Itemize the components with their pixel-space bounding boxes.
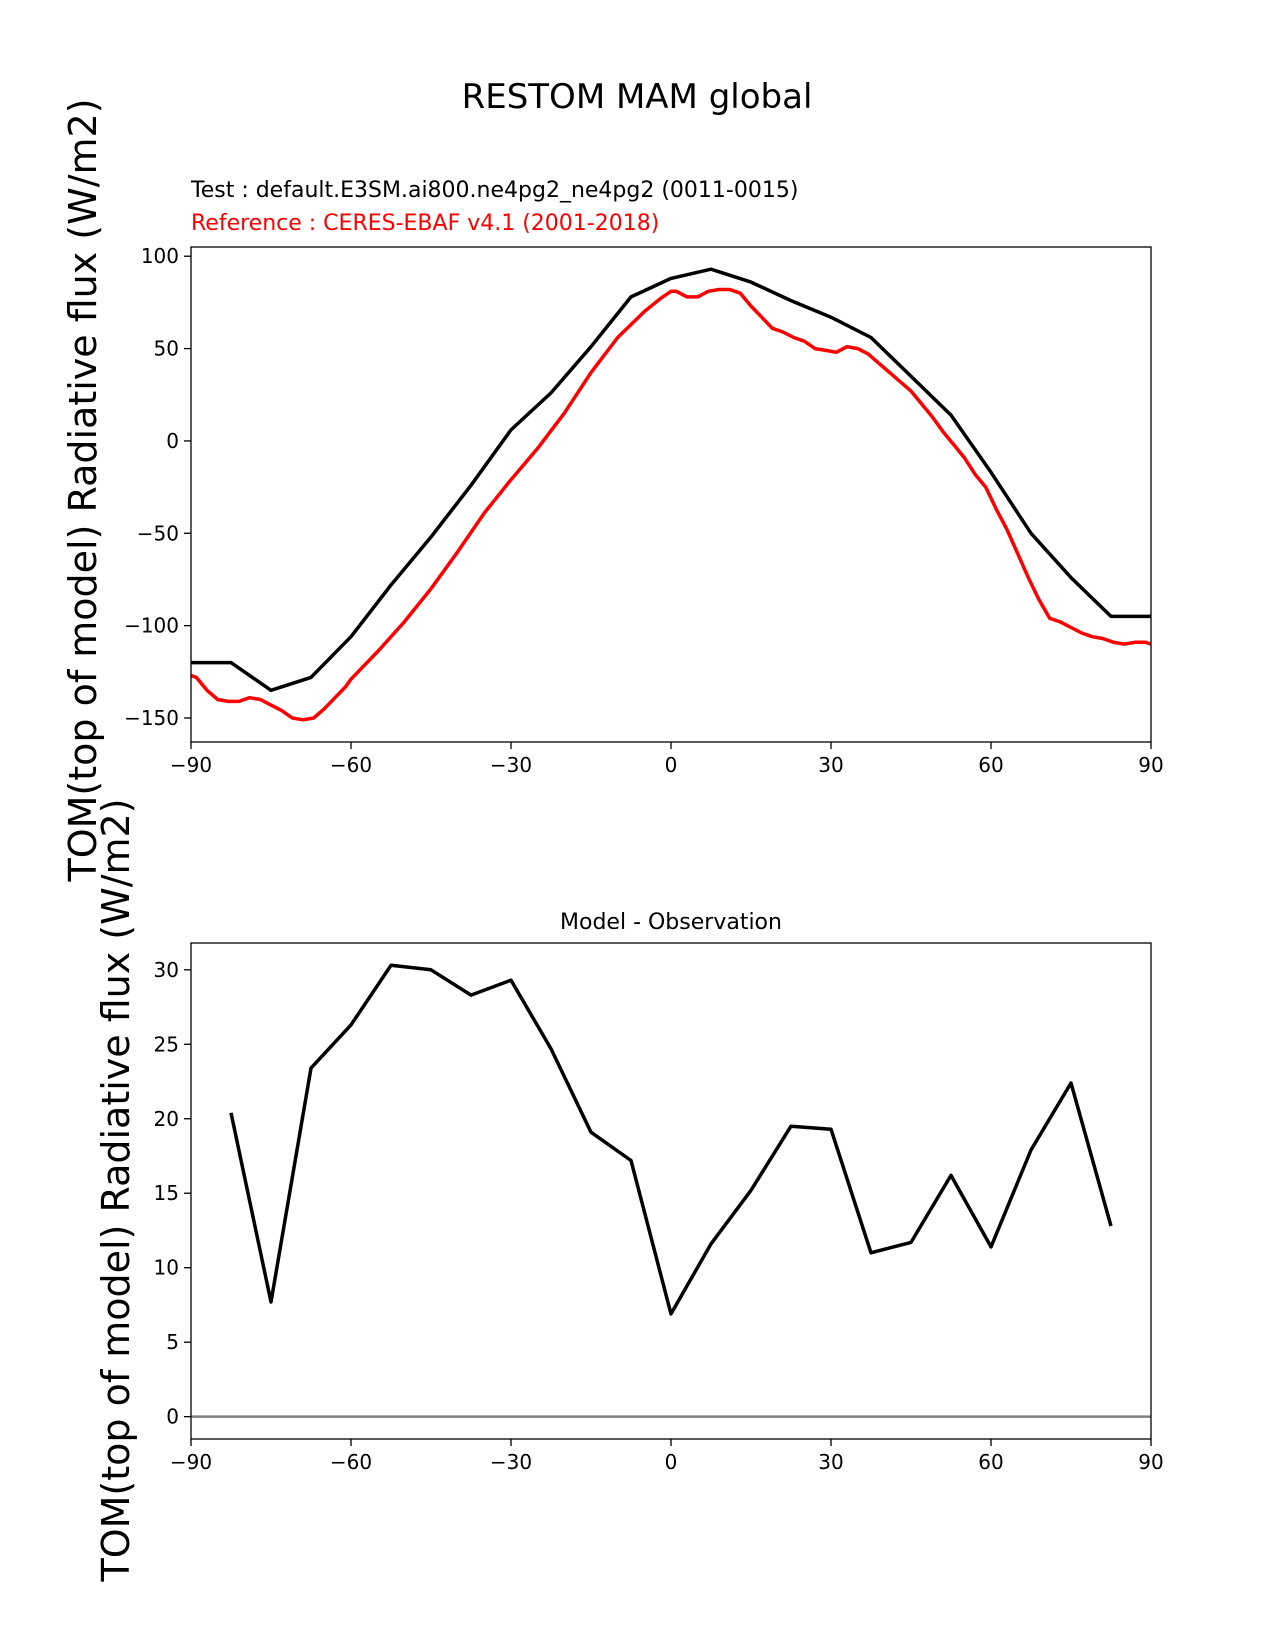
- plot-area: [191, 963, 1151, 1418]
- test-series-line: [191, 267, 1151, 693]
- y-tick-label: 10: [154, 1256, 179, 1280]
- y-tick-label: 20: [154, 1107, 179, 1131]
- reference-label: Reference : CERES-EBAF v4.1 (2001-2018): [191, 211, 659, 236]
- y-tick-label: 0: [166, 1405, 179, 1429]
- y-axis-label: TOM(top of model) Radiative flux (W/m2): [94, 798, 138, 1582]
- x-tick-label: 30: [818, 1450, 843, 1474]
- figure-title: RESTOM MAM global: [462, 77, 813, 117]
- x-tick-label: −90: [170, 753, 212, 777]
- panel-title: Model - Observation: [560, 910, 782, 935]
- y-tick-label: 15: [154, 1181, 179, 1205]
- x-tick-label: 30: [818, 753, 843, 777]
- y-tick-label: 0: [166, 429, 179, 453]
- x-axis-ticks: −90 −60 −30 0 30 60 90: [170, 742, 1164, 777]
- x-tick-label: 90: [1138, 753, 1163, 777]
- x-tick-label: −90: [170, 1450, 212, 1474]
- x-tick-label: −30: [490, 1450, 532, 1474]
- test-label: Test : default.E3SM.ai800.ne4pg2_ne4pg2 …: [190, 178, 798, 203]
- y-tick-label: 100: [141, 244, 179, 268]
- panel-difference: Model - Observation TOM(top of model) Ra…: [94, 798, 1164, 1582]
- x-tick-label: −60: [330, 1450, 372, 1474]
- x-tick-label: −60: [330, 753, 372, 777]
- x-tick-label: −30: [490, 753, 532, 777]
- x-tick-label: 90: [1138, 1450, 1163, 1474]
- panel-climatology: Test : default.E3SM.ai800.ne4pg2_ne4pg2 …: [61, 98, 1164, 882]
- y-axis-ticks: 0 5 10 15 20 25 30: [154, 958, 191, 1429]
- reference-series-line: [190, 287, 1152, 722]
- x-tick-label: 0: [665, 753, 678, 777]
- y-tick-label: 25: [154, 1032, 179, 1056]
- y-tick-label: −100: [124, 614, 179, 638]
- x-axis-ticks: −90 −60 −30 0 30 60 90: [170, 1439, 1164, 1474]
- y-tick-label: 5: [166, 1330, 179, 1354]
- x-tick-label: 60: [978, 753, 1003, 777]
- x-tick-label: 0: [665, 1450, 678, 1474]
- y-axis-ticks: −150 −100 −50 0 50 100: [124, 244, 191, 730]
- y-tick-label: 50: [154, 337, 179, 361]
- y-tick-label: 30: [154, 958, 179, 982]
- axes-frame: [190, 942, 1152, 1440]
- plot-area: [190, 267, 1152, 722]
- axes-frame: [190, 246, 1152, 743]
- y-axis-label: TOM(top of model) Radiative flux (W/m2): [61, 98, 105, 882]
- x-tick-label: 60: [978, 1450, 1003, 1474]
- y-tick-label: −150: [124, 706, 179, 730]
- difference-series-line: [229, 963, 1113, 1316]
- y-tick-label: −50: [137, 521, 179, 545]
